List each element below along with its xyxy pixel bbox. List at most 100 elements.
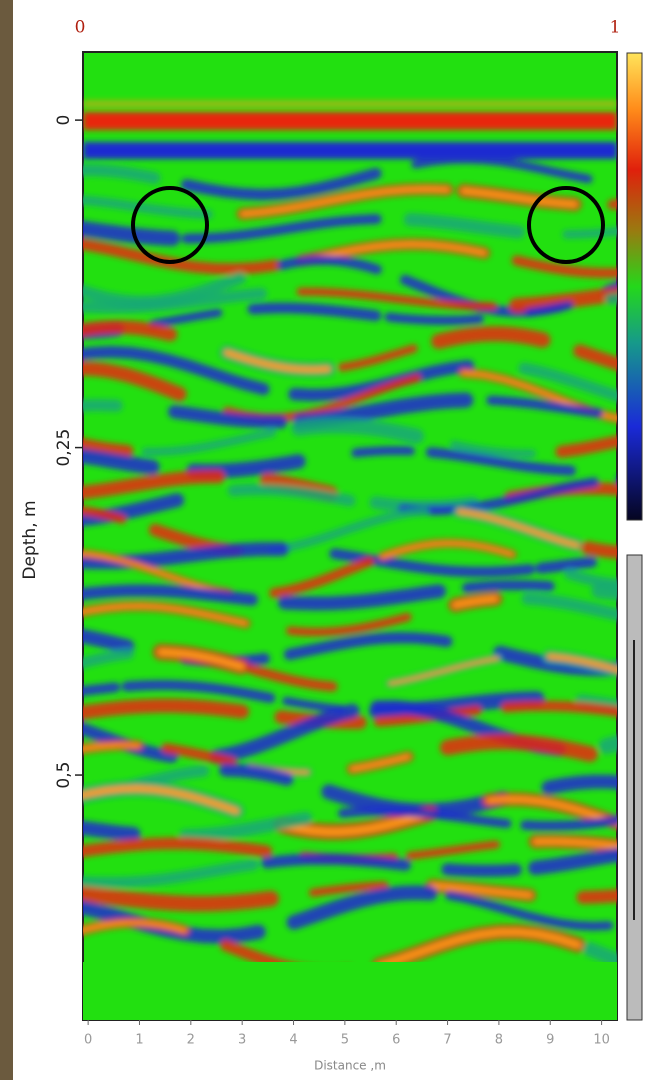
direct-wave bbox=[83, 112, 617, 130]
reflection bbox=[83, 820, 141, 842]
x-tick-label: 5 bbox=[341, 1033, 349, 1048]
reflection bbox=[83, 361, 187, 402]
reflection bbox=[439, 733, 599, 762]
reflection bbox=[83, 493, 185, 527]
reflection-core bbox=[388, 656, 500, 686]
reflection bbox=[83, 164, 161, 184]
x-tick-label: 4 bbox=[289, 1033, 297, 1048]
reflection bbox=[291, 418, 425, 444]
top-label: 1 bbox=[610, 18, 621, 38]
reflection bbox=[508, 286, 617, 314]
reflection bbox=[83, 837, 273, 858]
reflection bbox=[83, 648, 135, 669]
reflection-core bbox=[429, 883, 533, 898]
reflection bbox=[541, 774, 617, 795]
reflection bbox=[121, 679, 276, 703]
reflection bbox=[161, 743, 237, 767]
marker-circle bbox=[527, 186, 605, 264]
reflection bbox=[351, 446, 415, 458]
reflection-core bbox=[278, 810, 434, 835]
reflection bbox=[411, 154, 593, 184]
reflection bbox=[269, 556, 375, 599]
reflection bbox=[167, 405, 288, 429]
reflection bbox=[180, 167, 382, 201]
direct-wave bbox=[83, 100, 617, 108]
reflection bbox=[83, 195, 214, 220]
reflection bbox=[227, 483, 356, 507]
x-axis-label: Distance ,m bbox=[314, 1059, 386, 1073]
reflection bbox=[403, 212, 526, 239]
reflection bbox=[83, 682, 121, 696]
reflection bbox=[83, 469, 226, 500]
lower-fill bbox=[83, 962, 617, 1020]
reflection-core bbox=[83, 785, 240, 815]
top-label: 0 bbox=[75, 18, 86, 38]
reflection-core bbox=[83, 552, 231, 595]
reflection-core bbox=[456, 509, 580, 548]
reflection bbox=[83, 220, 181, 247]
reflection bbox=[576, 889, 617, 904]
reflection bbox=[286, 885, 438, 930]
reflection-core bbox=[460, 188, 578, 207]
reflection bbox=[384, 312, 484, 326]
reflection bbox=[83, 287, 268, 314]
x-tick-label: 7 bbox=[443, 1033, 451, 1048]
y-tick-label: 0,5 bbox=[54, 762, 74, 789]
reflection-core bbox=[83, 743, 141, 751]
reflection bbox=[398, 477, 599, 516]
reflection bbox=[209, 703, 360, 764]
x-tick-label: 0 bbox=[84, 1033, 92, 1048]
reflection bbox=[83, 628, 135, 654]
reflection bbox=[535, 556, 597, 574]
reflection bbox=[564, 568, 617, 590]
reflection bbox=[405, 840, 501, 860]
reflection-core bbox=[299, 241, 487, 263]
reflection bbox=[277, 255, 382, 275]
reflection bbox=[337, 806, 512, 829]
reflection bbox=[83, 399, 123, 412]
reflection bbox=[598, 735, 617, 754]
reflection bbox=[83, 886, 279, 912]
reflection bbox=[518, 362, 617, 402]
reflection bbox=[296, 287, 498, 311]
x-tick-label: 9 bbox=[546, 1033, 554, 1048]
reflection bbox=[83, 345, 270, 396]
reflection bbox=[521, 592, 617, 621]
x-tick-label: 1 bbox=[135, 1033, 143, 1048]
reflection bbox=[524, 300, 574, 317]
reflection bbox=[580, 541, 617, 559]
x-tick-label: 10 bbox=[593, 1033, 610, 1048]
reflection bbox=[83, 320, 178, 342]
reflection bbox=[500, 700, 617, 717]
reflection bbox=[582, 942, 617, 968]
reflection bbox=[261, 853, 412, 871]
marker-circle bbox=[131, 186, 209, 264]
reflection bbox=[562, 226, 617, 239]
reflection bbox=[283, 632, 453, 661]
reflection bbox=[528, 847, 617, 876]
reflection-core bbox=[461, 371, 617, 421]
y-axis-label: Depth, m bbox=[20, 500, 40, 579]
reflection bbox=[444, 891, 614, 931]
reflection-core bbox=[380, 541, 514, 559]
reflection-core bbox=[83, 920, 187, 933]
reflection bbox=[141, 428, 277, 456]
x-tick-label: 2 bbox=[187, 1033, 195, 1048]
reflection bbox=[308, 881, 389, 897]
color-bar bbox=[626, 52, 643, 521]
reflection bbox=[277, 584, 447, 611]
reflection bbox=[520, 815, 617, 831]
reflection bbox=[431, 326, 551, 349]
reflection bbox=[268, 506, 430, 555]
reflection bbox=[591, 583, 617, 601]
reflection-core bbox=[452, 596, 498, 608]
x-tick-label: 6 bbox=[392, 1033, 400, 1048]
reflection-core bbox=[240, 186, 450, 217]
y-tick-label: 0 bbox=[54, 115, 74, 126]
reflection bbox=[337, 344, 418, 372]
reflection bbox=[83, 542, 290, 570]
y-tick-label: 0,25 bbox=[54, 429, 74, 467]
reflection-core bbox=[349, 754, 411, 772]
reflection bbox=[181, 214, 382, 244]
reflection bbox=[555, 435, 617, 458]
